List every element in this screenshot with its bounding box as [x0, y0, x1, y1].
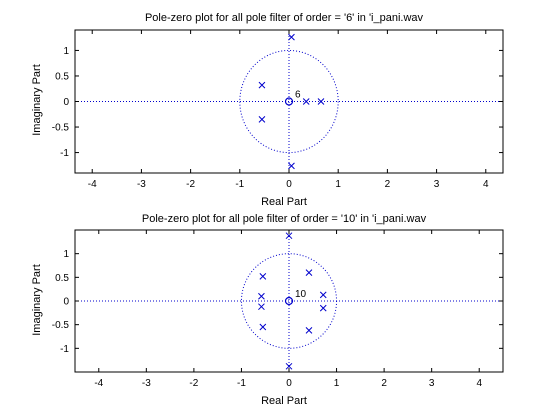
x-axis-label: Real Part — [261, 196, 307, 208]
pole-marker — [285, 232, 293, 240]
pole-marker — [305, 326, 313, 334]
x-tick-label: -4 — [94, 378, 103, 389]
pole-zero-panel-order-6: Pole-zero plot for all pole filter of or… — [31, 12, 504, 208]
x-tick-label: -1 — [237, 378, 246, 389]
x-tick-label: -4 — [88, 179, 97, 190]
x-tick-label: -2 — [189, 378, 198, 389]
pole-marker — [288, 33, 295, 41]
x-tick-label: 3 — [429, 378, 435, 389]
y-tick-label: 1 — [63, 249, 69, 260]
pole-zero-panel-order-10: Pole-zero plot for all pole filter of or… — [31, 213, 504, 407]
y-tick-label: 0 — [63, 297, 69, 308]
y-axis-label: Imaginary Part — [31, 264, 43, 336]
x-tick-label: 4 — [483, 179, 489, 190]
x-tick-label: 4 — [476, 378, 482, 389]
pole-marker — [259, 323, 267, 331]
y-tick-label: -0.5 — [52, 320, 70, 331]
y-tick-label: -0.5 — [52, 123, 70, 134]
pole-marker — [259, 273, 267, 280]
zero-marker — [284, 97, 294, 106]
y-tick-label: 1 — [63, 46, 69, 57]
zero-multiplicity-label: 6 — [295, 90, 301, 101]
x-tick-label: 2 — [385, 179, 391, 190]
zero-marker — [284, 296, 294, 306]
y-tick-label: 0.5 — [55, 71, 69, 82]
zero-multiplicity-label: 10 — [295, 289, 307, 300]
unit-circle — [240, 253, 338, 349]
x-tick-label: 0 — [286, 378, 292, 389]
pole-marker — [258, 116, 266, 123]
pole-marker — [258, 81, 266, 89]
pole-marker — [285, 362, 293, 370]
pole-marker — [317, 98, 325, 105]
x-tick-label: -3 — [142, 378, 151, 389]
x-tick-label: 1 — [335, 179, 341, 190]
y-tick-label: 0 — [63, 97, 69, 108]
pole-marker — [305, 269, 313, 276]
x-axis-label: Real Part — [261, 395, 307, 407]
x-tick-label: -1 — [235, 179, 244, 190]
x-tick-label: 3 — [434, 179, 440, 190]
x-tick-label: 2 — [381, 378, 387, 389]
pole-marker — [258, 292, 265, 300]
pole-marker — [319, 304, 327, 312]
x-tick-label: 0 — [286, 179, 292, 190]
x-tick-label: 1 — [334, 378, 340, 389]
x-tick-label: -2 — [186, 179, 195, 190]
y-tick-label: -1 — [60, 344, 69, 355]
chart-title: Pole-zero plot for all pole filter of or… — [145, 12, 424, 24]
pole-marker — [258, 303, 265, 311]
y-tick-label: -1 — [60, 148, 69, 159]
y-tick-label: 0.5 — [55, 273, 69, 284]
y-axis-label: Imaginary Part — [31, 64, 43, 136]
pole-marker — [319, 291, 327, 299]
x-tick-label: -3 — [137, 179, 146, 190]
pole-marker — [302, 98, 310, 105]
pole-marker — [288, 162, 295, 170]
chart-title: Pole-zero plot for all pole filter of or… — [142, 213, 427, 225]
unit-circle — [239, 49, 339, 154]
